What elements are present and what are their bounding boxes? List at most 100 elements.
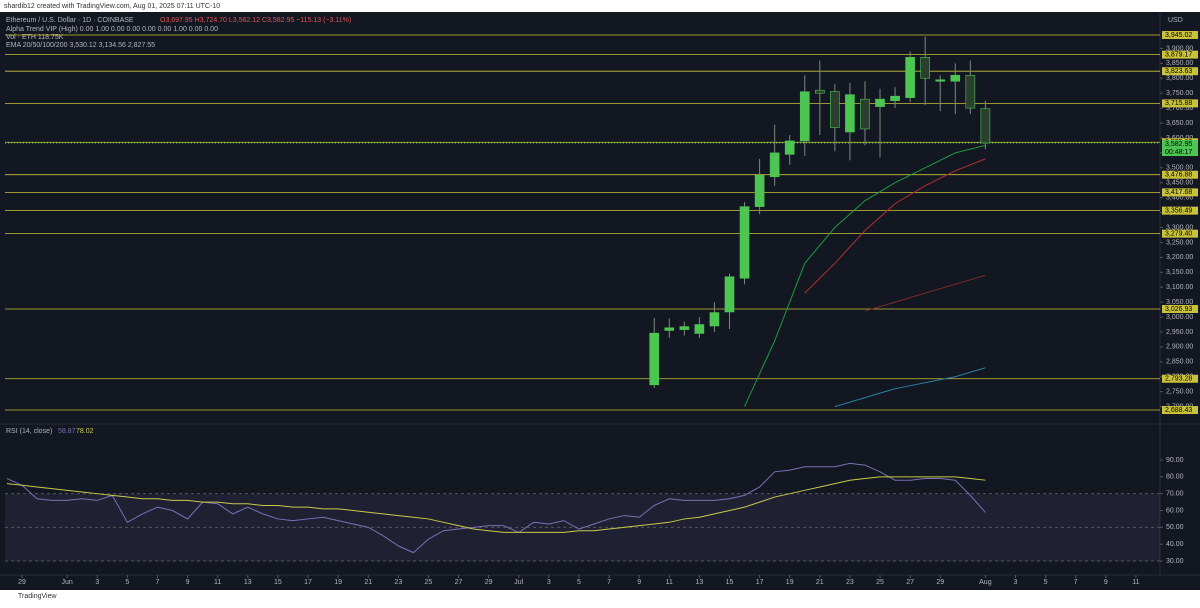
level-label: 3,476.88 [1165, 172, 1192, 179]
x-tick-label: 3 [547, 579, 551, 586]
rsi-line [6, 476, 986, 533]
candle-body [754, 174, 765, 207]
x-tick-label: 29 [18, 579, 26, 586]
level-label-box [1162, 206, 1198, 215]
x-tick-label: 9 [1104, 579, 1108, 586]
x-tick-label: 9 [637, 579, 641, 586]
x-tick-label: 29 [485, 579, 493, 586]
x-tick-label: 7 [156, 579, 160, 586]
level-label-box [1162, 67, 1198, 76]
x-tick-label: 13 [695, 579, 703, 586]
y-tick-label: 3,800.00 [1166, 75, 1193, 82]
x-tick-label: Jun [62, 579, 73, 586]
indicator-alpha: Alpha Trend VIP (High) 0.00 1.00 0.00 0.… [6, 26, 218, 33]
x-tick-label: 27 [906, 579, 914, 586]
x-tick-label: 29 [936, 579, 944, 586]
y-tick-label: 40.00 [1166, 541, 1184, 548]
x-tick-label: 5 [1044, 579, 1048, 586]
level-label-box [1162, 406, 1198, 415]
y-tick-label: 50.00 [1166, 524, 1184, 531]
y-tick-label: 70.00 [1166, 491, 1184, 498]
y-tick-label: 3,250.00 [1166, 239, 1193, 246]
y-tick-label: 3,150.00 [1166, 269, 1193, 276]
y-tick-label: 3,850.00 [1166, 60, 1193, 67]
x-tick-label: 19 [334, 579, 342, 586]
level-label: 3,356.49 [1165, 207, 1192, 214]
ema-line [744, 144, 986, 407]
x-tick-label: 27 [455, 579, 463, 586]
rsi-value: 58.87 [58, 428, 76, 435]
x-tick-label: 3 [95, 579, 99, 586]
x-tick-label: 25 [876, 579, 884, 586]
x-tick-label: 13 [244, 579, 252, 586]
candle-body [905, 57, 915, 98]
indicator-volume: Vol · ETH 118.75K [6, 34, 64, 41]
credit: shardib12 created with TradingView.com, … [4, 3, 220, 10]
x-tick-label: 23 [394, 579, 402, 586]
y-tick-label: 3,000.00 [1166, 314, 1193, 321]
y-tick-label: 2,950.00 [1166, 329, 1193, 336]
x-tick-label: 25 [425, 579, 433, 586]
x-tick-label: 5 [577, 579, 581, 586]
last-price-label: 3,582.95 [1165, 141, 1192, 148]
y-tick-label: 3,100.00 [1166, 284, 1193, 291]
candle-body [890, 95, 900, 101]
level-label: 3,279.40 [1165, 230, 1192, 237]
x-tick-label: 3 [1014, 579, 1018, 586]
candle-body [830, 91, 840, 128]
level-label: 2,688.43 [1165, 407, 1192, 414]
y-tick-label: 3,500.00 [1166, 165, 1193, 172]
y-tick-label: 2,900.00 [1166, 344, 1193, 351]
y-tick-label: 3,750.00 [1166, 90, 1193, 97]
rsi-value: 78.02 [76, 428, 94, 435]
level-label-box [1162, 229, 1198, 238]
level-label-box [1162, 170, 1198, 179]
y-tick-label: 3,650.00 [1166, 120, 1193, 127]
candle-body [845, 94, 855, 133]
level-label-box [1162, 99, 1198, 108]
x-tick-label: 19 [786, 579, 794, 586]
candle-body [814, 89, 825, 94]
symbol: Ethereum / U.S. Dollar · 1D · COINBASE [6, 17, 134, 24]
ohlc: O3,697.95 H3,724.70 L3,562.12 C3,582.95 … [160, 17, 351, 24]
candle-body [769, 152, 780, 178]
x-tick-label: 11 [1132, 579, 1139, 586]
x-tick-label: 15 [274, 579, 282, 586]
candle-body [950, 74, 961, 82]
x-tick-label: Aug [979, 579, 992, 586]
y-tick-label: 3,450.00 [1166, 180, 1193, 187]
candle-body [920, 57, 930, 79]
candle-body [664, 327, 675, 331]
level-label-box [1162, 188, 1198, 197]
y-tick-label: 3,050.00 [1166, 299, 1193, 306]
candle-body [799, 91, 810, 142]
level-label-box [1162, 305, 1198, 314]
candle-body [965, 74, 976, 109]
y-tick-label: 3,200.00 [1166, 254, 1193, 261]
candle-body [649, 332, 660, 386]
y-tick-label: 90.00 [1166, 457, 1184, 464]
x-tick-label: 9 [186, 579, 190, 586]
indicator-ema: EMA 20/50/100/200 3,530.12 3,134.56 2,82… [6, 42, 155, 49]
x-tick-label: 21 [816, 579, 824, 586]
x-tick-label: 15 [726, 579, 734, 586]
last-price-box [1162, 140, 1198, 157]
y-tick-label: 60.00 [1166, 507, 1184, 514]
ema-line [864, 274, 986, 312]
y-tick-label: 3,300.00 [1166, 224, 1193, 231]
level-label: 3,715.88 [1165, 100, 1192, 107]
x-tick-label: 11 [666, 579, 673, 586]
x-tick-label: 7 [607, 579, 611, 586]
candle-body [935, 79, 946, 82]
y-tick-label: 3,700.00 [1166, 105, 1193, 112]
level-label-box [1162, 374, 1198, 383]
rsi-line [6, 462, 986, 554]
y-tick-label: 80.00 [1166, 474, 1184, 481]
candle-body [709, 312, 720, 327]
currency: USD [1168, 17, 1183, 24]
x-tick-label: 23 [846, 579, 854, 586]
level-label: 2,793.28 [1165, 376, 1192, 383]
y-tick-label: 30.00 [1166, 558, 1184, 565]
candle-body [724, 276, 735, 313]
